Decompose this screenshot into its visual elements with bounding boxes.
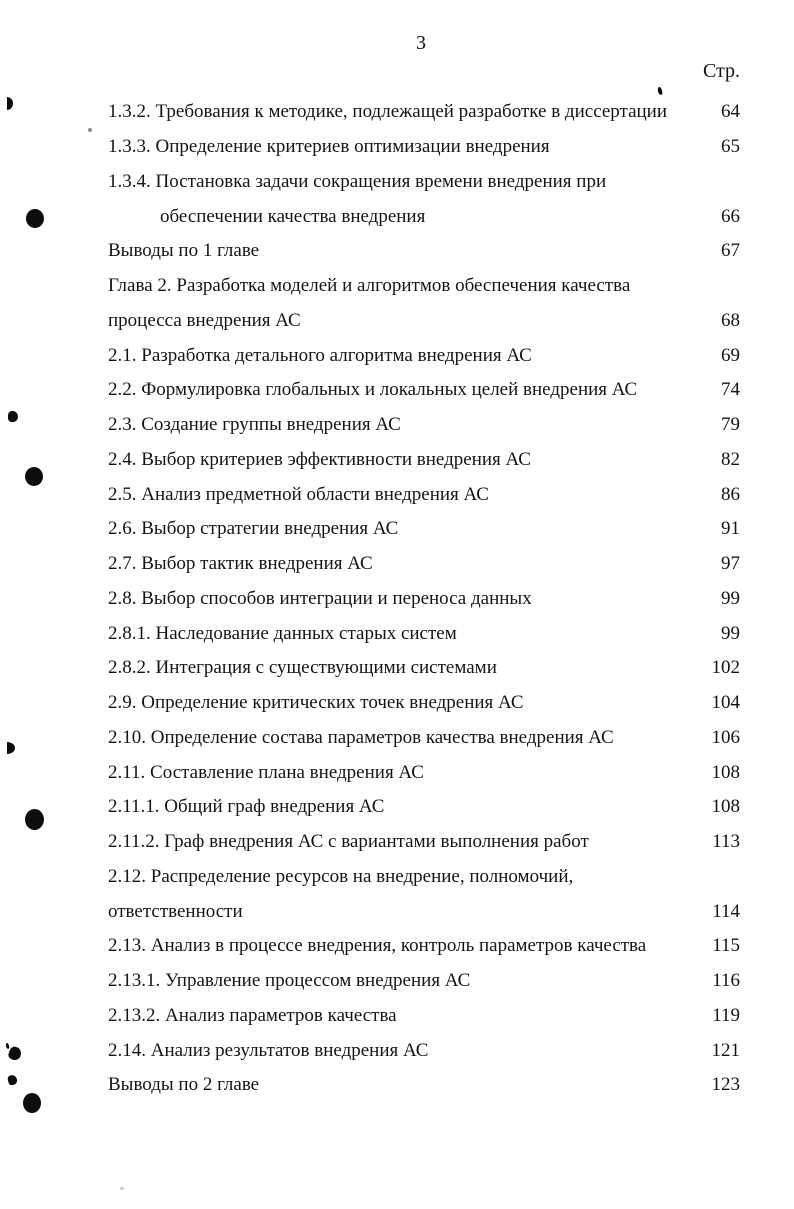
toc-entry-title: 2.13. Анализ в процессе внедрения, контр… bbox=[108, 935, 647, 957]
toc-row: 2.4. Выбор критериев эффективности внедр… bbox=[108, 443, 740, 478]
toc-entry-title: 2.6. Выбор стратегии внедрения АС bbox=[108, 518, 399, 540]
toc-entry-title: 2.9. Определение критических точек внедр… bbox=[108, 692, 524, 714]
toc-entry-title: 2.7. Выбор тактик внедрения АС bbox=[108, 553, 373, 575]
ink-spot bbox=[120, 1187, 124, 1190]
toc-entry-title: 2.4. Выбор критериев эффективности внедр… bbox=[108, 448, 531, 470]
toc-entry-title: 2.8.1. Наследование данных старых систем bbox=[108, 622, 457, 644]
toc-entry-page: 106 bbox=[711, 726, 741, 748]
toc-row: 2.8.1. Наследование данных старых систем… bbox=[108, 616, 740, 651]
toc-row: 2.13. Анализ в процессе внедрения, контр… bbox=[108, 929, 740, 964]
toc-entry-page: 91 bbox=[721, 518, 740, 540]
toc-row: 2.13.1. Управление процессом внедрения А… bbox=[108, 964, 740, 999]
toc-entry-title: 2.3. Создание группы внедрения АС bbox=[108, 414, 401, 436]
toc-row: 1.3.2. Требования к методике, подлежащей… bbox=[108, 95, 740, 130]
ink-spot bbox=[25, 467, 43, 486]
toc-entry-title: ответственности bbox=[108, 900, 243, 922]
toc-entry-page: 69 bbox=[721, 344, 740, 366]
toc-entry-title: 2.8.2. Интеграция с существующими систем… bbox=[108, 657, 497, 679]
toc-entry-title: 1.3.3. Определение критериев оптимизации… bbox=[108, 136, 550, 158]
toc-row: 2.11.2. Граф внедрения АС с вариантами в… bbox=[108, 825, 740, 860]
toc-entry-title: обеспечении качества внедрения bbox=[160, 205, 426, 227]
toc-row: 2.11.1. Общий граф внедрения АС 108 bbox=[108, 790, 740, 825]
toc-entry-page: 121 bbox=[711, 1039, 741, 1061]
toc-entry-title: Выводы по 2 главе bbox=[108, 1074, 260, 1096]
toc-entry-title: Выводы по 1 главе bbox=[108, 240, 260, 262]
toc-entry-title: процесса внедрения АС bbox=[108, 309, 301, 331]
toc-row: процесса внедрения АС 68 bbox=[108, 304, 740, 339]
toc-row: 1.3.3. Определение критериев оптимизации… bbox=[108, 130, 740, 165]
toc-entry-page: 114 bbox=[712, 900, 740, 922]
toc-entry-title: 2.8. Выбор способов интеграции и перенос… bbox=[108, 587, 532, 609]
ink-spot bbox=[5, 1042, 10, 1050]
toc-entry-title: 2.11.2. Граф внедрения АС с вариантами в… bbox=[108, 831, 589, 853]
toc-row: ответственности 114 bbox=[108, 894, 740, 929]
toc-row: 2.2. Формулировка глобальных и локальных… bbox=[108, 373, 740, 408]
toc-entry-title: 2.11. Составление плана внедрения АС bbox=[108, 761, 424, 783]
toc-entry-title: 2.14. Анализ результатов внедрения АС bbox=[108, 1039, 429, 1061]
toc-entry-page: 115 bbox=[712, 935, 740, 957]
toc-entry-page: 102 bbox=[711, 657, 741, 679]
toc-entry-page: 74 bbox=[721, 379, 740, 401]
toc-row: 2.11. Составление плана внедрения АС 108 bbox=[108, 755, 740, 790]
toc-row: 1.3.4. Постановка задачи сокращения врем… bbox=[108, 165, 740, 200]
toc-row: обеспечении качества внедрения 66 bbox=[108, 199, 740, 234]
ink-spot bbox=[8, 411, 18, 422]
toc-row: 2.14. Анализ результатов внедрения АС 121 bbox=[108, 1033, 740, 1068]
toc-row: 2.1. Разработка детального алгоритма вне… bbox=[108, 338, 740, 373]
ink-spot bbox=[7, 97, 13, 110]
ink-spot bbox=[6, 1074, 19, 1086]
page-number: 3 bbox=[416, 32, 426, 54]
toc-entry-title: Глава 2. Разработка моделей и алгоритмов… bbox=[108, 275, 631, 297]
toc-entry-title: 1.3.2. Требования к методике, подлежащей… bbox=[108, 101, 668, 123]
toc-entry-title: 1.3.4. Постановка задачи сокращения врем… bbox=[108, 170, 607, 192]
toc-row: 2.8.2. Интеграция с существующими систем… bbox=[108, 651, 740, 686]
ink-spot bbox=[26, 209, 44, 228]
toc-entry-page: 68 bbox=[721, 309, 740, 331]
toc-row: 2.8. Выбор способов интеграции и перенос… bbox=[108, 582, 740, 617]
ink-spot bbox=[25, 809, 44, 830]
toc-entry-page: 67 bbox=[721, 240, 740, 262]
toc-entry-title: 2.5. Анализ предметной области внедрения… bbox=[108, 483, 489, 505]
toc-entry-title: 2.11.1. Общий граф внедрения АС bbox=[108, 796, 385, 818]
toc-row: Выводы по 2 главе 123 bbox=[108, 1068, 740, 1103]
toc-entry-title: 2.1. Разработка детального алгоритма вне… bbox=[108, 344, 532, 366]
toc-entry-page: 65 bbox=[721, 136, 740, 158]
toc-entry-page: 116 bbox=[712, 970, 740, 992]
toc-entry-title: 2.13.1. Управление процессом внедрения А… bbox=[108, 970, 471, 992]
toc-entry-title: 2.13.2. Анализ параметров качества bbox=[108, 1004, 397, 1026]
toc-entry-page: 104 bbox=[711, 692, 741, 714]
toc-entry-page: 97 bbox=[721, 553, 740, 575]
toc-row: 2.9. Определение критических точек внедр… bbox=[108, 686, 740, 721]
toc-entry-title: 2.12. Распределение ресурсов на внедрени… bbox=[108, 865, 574, 887]
toc-entry-page: 64 bbox=[721, 101, 740, 123]
toc-entry-page: 99 bbox=[721, 587, 740, 609]
toc-row: 2.12. Распределение ресурсов на внедрени… bbox=[108, 860, 740, 895]
toc-entry-page: 86 bbox=[721, 483, 740, 505]
toc-entry-page: 108 bbox=[711, 761, 741, 783]
toc-entry-page: 79 bbox=[721, 414, 740, 436]
toc-row: Выводы по 1 главе 67 bbox=[108, 234, 740, 269]
toc-row: 2.7. Выбор тактик внедрения АС 97 bbox=[108, 547, 740, 582]
toc-entry-page: 108 bbox=[711, 796, 741, 818]
toc-entry-page: 99 bbox=[721, 622, 740, 644]
toc-entry-page: 113 bbox=[712, 831, 740, 853]
toc-row: 2.13.2. Анализ параметров качества 119 bbox=[108, 999, 740, 1034]
page-column-header: Стр. bbox=[702, 60, 740, 82]
toc-entry-page: 66 bbox=[721, 205, 740, 227]
toc-entry-page: 119 bbox=[712, 1004, 740, 1026]
ink-spot bbox=[88, 128, 92, 132]
toc-entry-title: 2.2. Формулировка глобальных и локальных… bbox=[108, 379, 638, 401]
toc-row: 2.3. Создание группы внедрения АС 79 bbox=[108, 408, 740, 443]
ink-spot bbox=[23, 1093, 41, 1113]
toc-entry-page: 82 bbox=[721, 448, 740, 470]
toc-entry-title: 2.10. Определение состава параметров кач… bbox=[108, 726, 614, 748]
table-of-contents: 1.3.2. Требования к методике, подлежащей… bbox=[108, 95, 740, 1103]
toc-entry-page: 123 bbox=[711, 1074, 741, 1096]
toc-row: 2.6. Выбор стратегии внедрения АС 91 bbox=[108, 512, 740, 547]
ink-spot bbox=[7, 742, 15, 754]
toc-row: 2.5. Анализ предметной области внедрения… bbox=[108, 477, 740, 512]
toc-row: Глава 2. Разработка моделей и алгоритмов… bbox=[108, 269, 740, 304]
toc-row: 2.10. Определение состава параметров кач… bbox=[108, 721, 740, 756]
